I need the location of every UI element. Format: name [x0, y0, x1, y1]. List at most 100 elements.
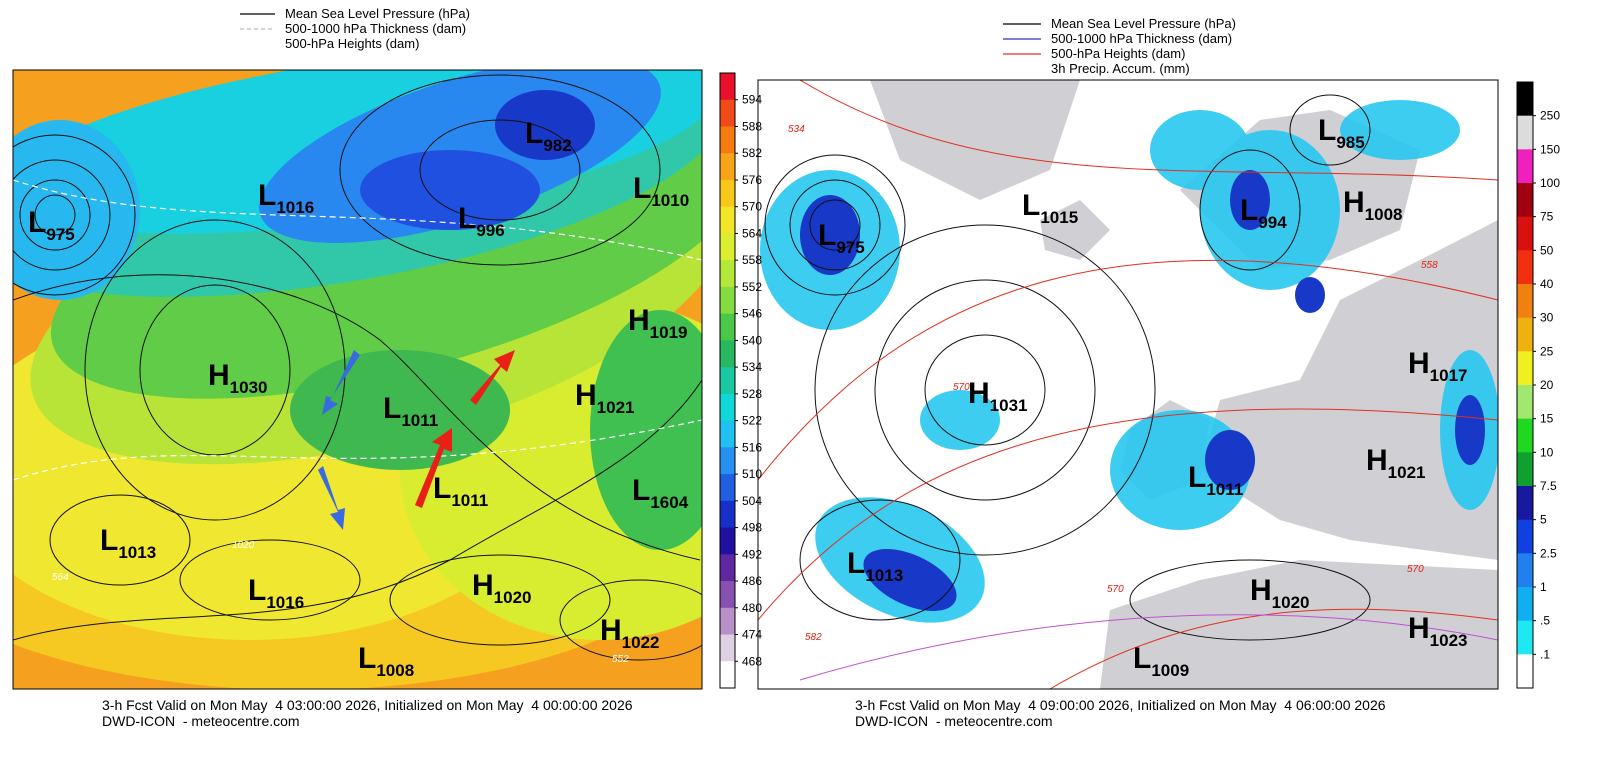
pressure-value: 1019 — [650, 323, 688, 342]
colorbar-segment — [720, 581, 735, 609]
colorbar-label: 10 — [1540, 445, 1554, 459]
colorbar-label: 534 — [742, 360, 762, 374]
contour-label: 534 — [788, 124, 805, 135]
pressure-center: H1030 — [208, 359, 268, 397]
colorbar-label: 576 — [742, 173, 762, 187]
pressure-value: 1031 — [990, 396, 1028, 415]
pressure-value: 994 — [1258, 213, 1287, 232]
pressure-center: H1031 — [968, 377, 1028, 415]
thickness-field — [13, 70, 702, 689]
colorbar-label: 25 — [1540, 344, 1554, 358]
colorbar-segment — [1517, 149, 1533, 184]
pressure-center: L1604 — [632, 474, 689, 512]
colorbar-segment — [1517, 654, 1533, 689]
pressure-center: L996 — [458, 202, 505, 240]
pressure-center: L1011 — [1188, 461, 1243, 499]
pressure-letter: H — [1250, 574, 1272, 607]
colorbar-label: 498 — [742, 521, 762, 535]
colorbar-segment — [720, 206, 735, 234]
colorbar-label: 5 — [1540, 513, 1547, 527]
contour-label: 582 — [805, 632, 822, 643]
colorbar-label: 516 — [742, 440, 762, 454]
colorbar-segment — [1517, 452, 1533, 487]
colorbar-segment — [1517, 620, 1533, 655]
colorbar-segment — [720, 99, 735, 127]
contour-label: 1020 — [232, 540, 255, 551]
pressure-letter: L — [632, 474, 650, 507]
colorbar-segment — [1517, 250, 1533, 285]
colorbar-label: 100 — [1540, 176, 1560, 190]
colorbar-segment — [1517, 486, 1533, 521]
pressure-center: L1008 — [358, 642, 414, 680]
legend-label: 500-hPa Heights (dam) — [1051, 46, 1185, 61]
colorbar-segment — [720, 447, 735, 475]
contour-label: 570 — [1107, 584, 1124, 595]
legend-label: 500-hPa Heights (dam) — [285, 36, 419, 51]
colorbar-label: 40 — [1540, 277, 1554, 291]
footer-text: DWD-ICON - meteocentre.com — [855, 713, 1053, 729]
panel-frame — [757, 79, 1499, 690]
colorbar-label: 528 — [742, 387, 762, 401]
colorbar-segment — [720, 126, 735, 154]
colorbar-segment — [720, 393, 735, 422]
precip-field — [758, 80, 1498, 689]
colorbar-segment — [1517, 519, 1533, 554]
pressure-value: 982 — [543, 136, 571, 155]
colorbar-label: 570 — [742, 200, 762, 214]
pressure-letter: L — [248, 574, 266, 607]
pressure-center: L1016 — [248, 574, 304, 612]
pressure-value: 1016 — [276, 198, 314, 217]
colorbar-label: 250 — [1540, 109, 1560, 123]
pressure-value: 985 — [1336, 133, 1364, 152]
colorbar-label: 522 — [742, 414, 762, 428]
colorbar-segment — [720, 179, 735, 208]
pressure-letter: H — [1408, 347, 1430, 380]
legend-label: 3h Precip. Accum. (mm) — [1051, 61, 1190, 76]
pressure-value: 1021 — [597, 398, 635, 417]
colorbar-label: 1 — [1540, 580, 1547, 594]
pressure-value: 1016 — [266, 593, 304, 612]
colorbar-segment — [1517, 553, 1533, 588]
pressure-center: L975 — [28, 206, 75, 244]
pressure-letter: L — [258, 179, 276, 212]
footer-text: 3-h Fcst Valid on Mon May 4 09:00:00 202… — [855, 697, 1386, 713]
pressure-letter: L — [100, 524, 118, 557]
colorbar-segment — [720, 260, 735, 288]
legend-label: 500-1000 hPa Thickness (dam) — [285, 21, 466, 36]
colorbar-segment — [720, 554, 735, 582]
colorbar-label: .5 — [1540, 614, 1550, 628]
colorbar-segment — [720, 420, 735, 448]
contour-label: 570 — [953, 382, 970, 393]
colorbar-label: 480 — [742, 601, 762, 615]
colorbar-segment — [1517, 115, 1533, 150]
pressure-value: 996 — [476, 221, 504, 240]
colorbar-segment — [720, 340, 735, 368]
pressure-center: L1013 — [847, 547, 903, 585]
pressure-center: L1011 — [383, 392, 438, 430]
colorbar-segment — [720, 153, 735, 181]
pressure-letter: H — [1366, 444, 1388, 477]
colorbar-label: 2.5 — [1540, 546, 1557, 560]
pressure-letter: L — [1022, 189, 1040, 222]
pressure-center: L994 — [1240, 194, 1287, 232]
colorbar-label: 150 — [1540, 142, 1560, 156]
colorbar-label: 50 — [1540, 243, 1554, 257]
pressure-center: H1020 — [1250, 574, 1310, 612]
pressure-letter: H — [575, 379, 597, 412]
colorbar-label: 558 — [742, 253, 762, 267]
pressure-letter: L — [525, 117, 543, 150]
pressure-letter: L — [633, 172, 651, 205]
pressure-center: L1010 — [633, 172, 689, 210]
pressure-letter: H — [1408, 612, 1430, 645]
colorbar-label: 7.5 — [1540, 479, 1557, 493]
pressure-value: 1009 — [1151, 661, 1189, 680]
contour-label: 558 — [1421, 260, 1438, 271]
colorbar-segment — [1517, 82, 1533, 117]
pressure-center: L982 — [525, 117, 572, 155]
footer-text: DWD-ICON - meteocentre.com — [102, 713, 300, 729]
colorbar-segment — [720, 474, 735, 502]
pressure-value: 1008 — [1365, 205, 1403, 224]
pressure-center: H1022 — [600, 614, 660, 652]
pressure-value: 1604 — [650, 493, 688, 512]
